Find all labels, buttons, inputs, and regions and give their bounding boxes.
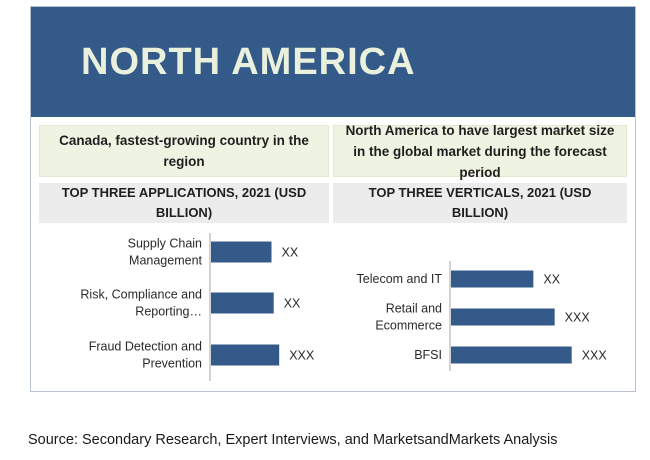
verticals-chart: Telecom and IT XX Retail and Ecommerce XXX BF… xyxy=(333,231,627,381)
bar xyxy=(451,270,534,288)
data-label: XX xyxy=(282,246,299,260)
verticals-headline: North America to have largest market siz… xyxy=(333,123,627,180)
bar xyxy=(451,308,555,326)
region-banner: NORTH AMERICA xyxy=(31,7,635,117)
bar xyxy=(211,344,280,366)
applications-subheading: TOP THREE APPLICATIONS, 2021 (USD BILLIO… xyxy=(39,183,329,223)
verticals-chart-svg: Telecom and IT XX Retail and Ecommerce XXX BF… xyxy=(357,261,608,371)
data-label: XXX xyxy=(289,349,315,363)
applications-chart: Supply Chain Management XX Risk, Compliance… xyxy=(39,231,329,381)
applications-headline: Canada, fastest-growing country in the r… xyxy=(39,125,329,177)
data-label: XX xyxy=(284,297,301,311)
category-tick-label: Risk, Compliance and Reporting… xyxy=(80,288,202,319)
data-label: XX xyxy=(543,273,560,287)
category-tick-label: Telecom and IT xyxy=(357,272,443,286)
category-tick-label: BFSI xyxy=(414,348,442,362)
applications-chart-svg: Supply Chain Management XX Risk, Compliance… xyxy=(80,233,315,381)
bar xyxy=(211,241,272,263)
verticals-subheading: TOP THREE VERTICALS, 2021 (USD BILLION) xyxy=(333,183,627,223)
bar xyxy=(451,346,572,364)
category-tick-label: Fraud Detection and Prevention xyxy=(89,340,202,371)
source-note: Source: Secondary Research, Expert Inter… xyxy=(28,432,558,448)
applications-panel: Canada, fastest-growing country in the r… xyxy=(39,125,329,223)
banner-title: NORTH AMERICA xyxy=(81,41,416,83)
verticals-panel: North America to have largest market siz… xyxy=(333,123,627,223)
bar xyxy=(211,292,274,314)
infographic-frame: NORTH AMERICA Canada, fastest-growing co… xyxy=(30,6,636,392)
category-tick-label: Supply Chain Management xyxy=(128,237,203,268)
data-label: XXX xyxy=(582,349,608,363)
category-tick-label: Retail and Ecommerce xyxy=(375,302,442,333)
data-label: XXX xyxy=(565,311,591,325)
